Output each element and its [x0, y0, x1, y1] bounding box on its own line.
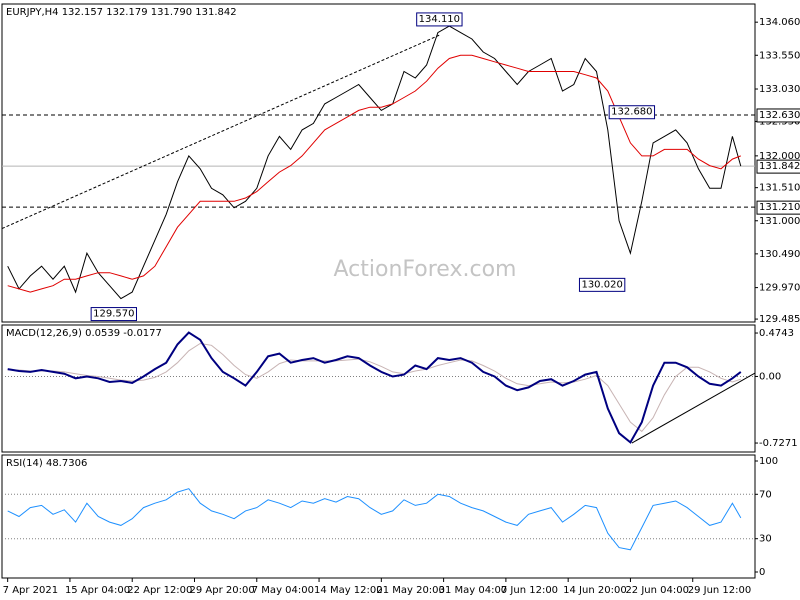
y-tick-label: 131.000 [759, 216, 800, 227]
y-tick-label: 134.060 [759, 17, 800, 28]
level-label: 131.210 [759, 202, 800, 213]
label-box [756, 108, 800, 123]
pane-title: MACD(12,26,9) 0.0539 -0.0177 [6, 328, 162, 339]
level-label: 131.842 [759, 161, 800, 172]
y-tick-label: 30 [759, 534, 772, 545]
trend-line [631, 372, 756, 444]
x-tick-label: 7 May 04:00 [252, 585, 314, 596]
series-line [7, 25, 742, 300]
y-tick-label: 129.970 [759, 283, 800, 294]
y-tick-label: 131.510 [759, 183, 800, 194]
y-tick-label: 133.550 [759, 50, 800, 61]
macd-pane [1, 324, 756, 453]
label-box [756, 200, 800, 215]
pane-title: RSI(14) 48.7306 [6, 458, 87, 469]
price-annotation: 130.020 [581, 279, 622, 290]
x-tick-label: 22 Jun 04:00 [625, 585, 689, 596]
x-tick-label: 31 May 04:00 [439, 585, 508, 596]
rsi-pane [1, 454, 756, 579]
y-tick-label: 100 [759, 456, 778, 467]
y-tick-label: 129.485 [759, 314, 800, 325]
label-box [608, 105, 656, 120]
y-tick-label: 70 [759, 489, 772, 500]
x-tick-label: 15 Apr 04:00 [65, 585, 130, 596]
series-line [7, 331, 742, 444]
label-box [756, 159, 800, 174]
x-tick-label: 21 May 20:00 [376, 585, 445, 596]
label-box [578, 277, 626, 292]
series-line [7, 54, 741, 293]
x-tick-label: 14 Jun 20:00 [563, 585, 627, 596]
x-tick-label: 29 Jun 12:00 [688, 585, 752, 596]
price-annotation: 132.680 [611, 107, 652, 118]
y-tick-label: 0.00 [759, 371, 781, 382]
label-box [416, 12, 463, 27]
price-annotation: 129.570 [93, 309, 134, 320]
pane-title: EURJPY,H4 132.157 132.179 131.790 131.84… [6, 7, 237, 18]
y-tick-label: -0.7271 [759, 438, 798, 449]
price-pane [1, 3, 756, 323]
x-tick-label: 7 Apr 2021 [3, 585, 58, 596]
x-tick-label: 29 Apr 20:00 [189, 585, 254, 596]
y-tick-label: 130.490 [759, 249, 800, 260]
price-annotation: 134.110 [419, 14, 460, 25]
series-line [7, 488, 742, 551]
level-label: 132.630 [759, 110, 800, 121]
x-tick-label: 14 May 12:00 [314, 585, 383, 596]
y-tick-label: 132.000 [759, 151, 800, 162]
label-box [90, 307, 137, 322]
y-tick-label: 0 [759, 567, 765, 578]
x-tick-label: 7 Jun 12:00 [501, 585, 558, 596]
y-tick-label: 133.030 [759, 84, 800, 95]
series-line [7, 342, 741, 433]
y-tick-label: 0.4743 [759, 328, 794, 339]
watermark: ActionForex.com [334, 257, 517, 282]
x-tick-label: 22 Apr 12:00 [127, 585, 192, 596]
